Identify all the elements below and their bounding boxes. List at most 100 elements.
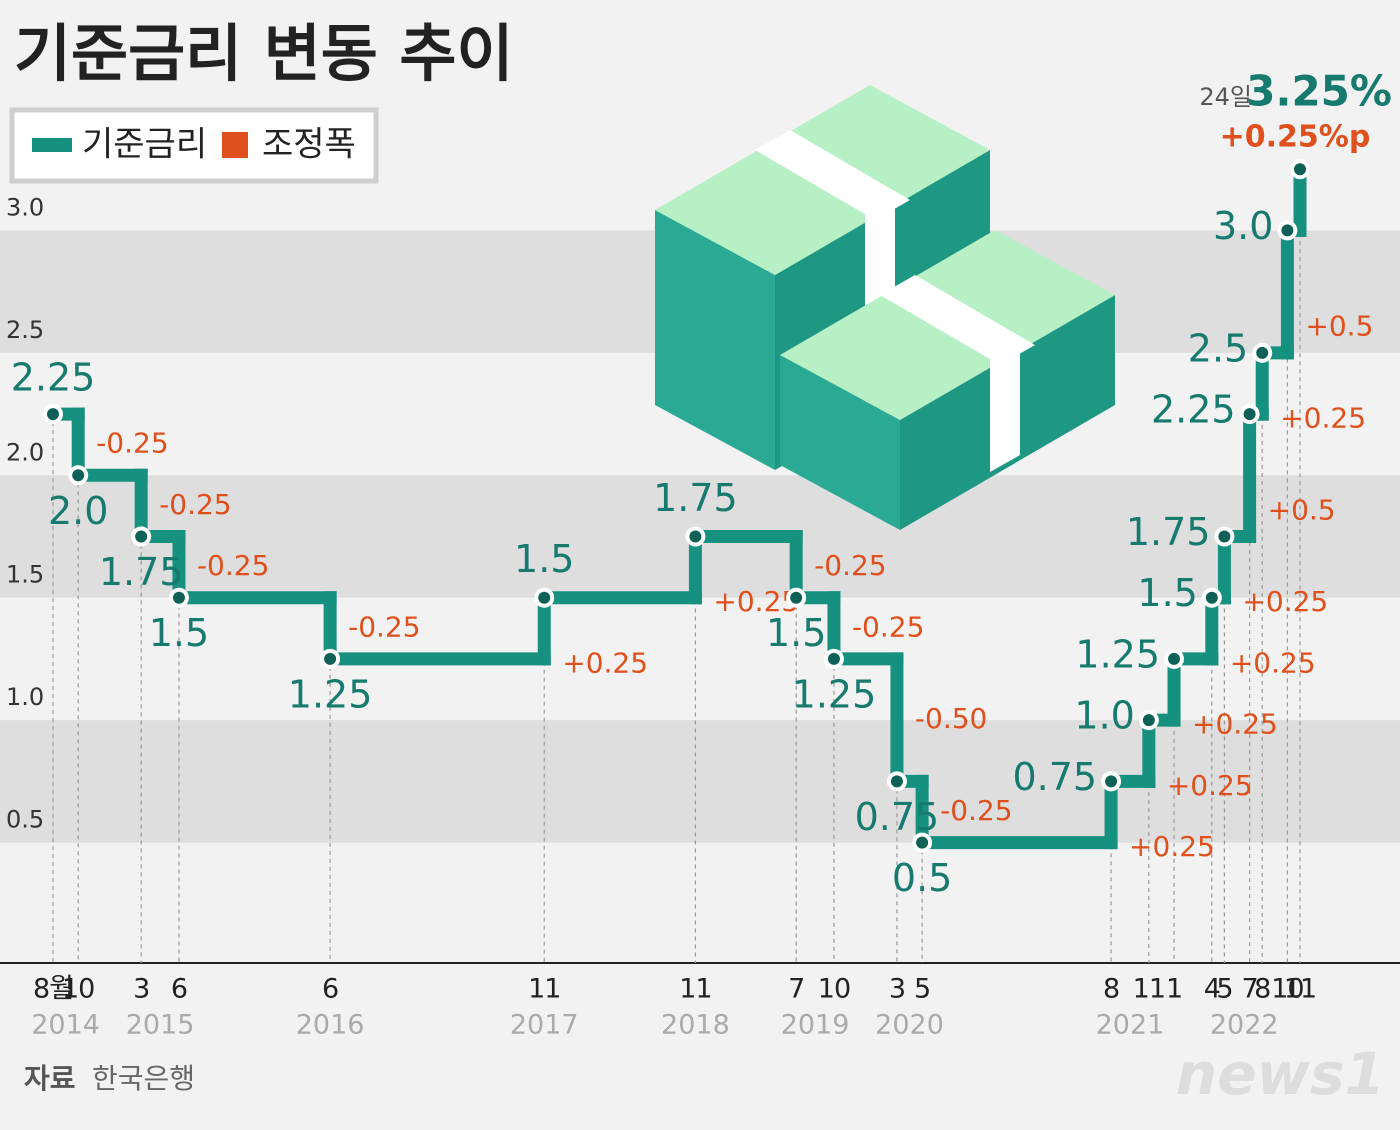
grid-band [0, 720, 1400, 843]
year-label: 2022 [1210, 1010, 1279, 1041]
value-label: 2.25 [1151, 388, 1236, 432]
point [168, 587, 189, 608]
point [534, 587, 555, 608]
legend-swatch [222, 132, 248, 158]
point [68, 465, 89, 486]
y-tick-label: 2.5 [6, 316, 44, 344]
change-label: +0.5 [1268, 493, 1336, 526]
value-label: 2.25 [11, 356, 96, 400]
point [1201, 587, 1222, 608]
value-label: 3.0 [1213, 204, 1273, 248]
x-tick-label: 11 [528, 974, 560, 1005]
point [1138, 710, 1159, 731]
value-label: 1.5 [514, 537, 574, 581]
point [1290, 159, 1310, 180]
stack-band [990, 343, 1020, 472]
chart-title: 기준금리 변동 추이 [14, 17, 514, 90]
point [43, 404, 63, 425]
year-label: 2016 [296, 1010, 365, 1041]
value-label: 1.5 [766, 611, 826, 655]
change-label: -0.25 [814, 549, 886, 582]
point [912, 832, 933, 853]
year-label: 2019 [781, 1010, 850, 1041]
value-label: 1.25 [288, 672, 373, 716]
point [823, 648, 844, 669]
value-label: 1.75 [99, 550, 184, 594]
y-tick-label: 2.0 [6, 438, 44, 466]
year-label: 2017 [510, 1010, 579, 1041]
x-tick-label: 10 [818, 974, 850, 1005]
x-tick-label: 7 [788, 974, 804, 1005]
point [1214, 526, 1235, 547]
legend-swatch [32, 138, 72, 152]
change-label: -0.25 [197, 549, 269, 582]
x-tick-label: 5 [914, 974, 930, 1005]
value-label: 0.75 [855, 795, 940, 839]
value-label: 1.25 [1075, 632, 1160, 676]
money-illustration [655, 85, 1115, 530]
y-tick-label: 1.5 [6, 561, 44, 589]
source: 한국은행 [92, 1062, 195, 1095]
x-tick-label: 8 [1254, 974, 1270, 1005]
year-label: 2021 [1096, 1010, 1165, 1041]
stack-face [780, 355, 900, 530]
value-label: 2.5 [1188, 326, 1248, 370]
value-label: 1.0 [1074, 694, 1134, 738]
y-tick-label: 3.0 [6, 193, 44, 221]
point [1164, 648, 1185, 669]
point [886, 771, 907, 792]
legend-label: 기준금리 [82, 125, 207, 165]
change-label: +0.25 [713, 585, 799, 618]
year-label: 2018 [661, 1010, 730, 1041]
point [1252, 342, 1273, 363]
x-tick-label: 3 [133, 974, 149, 1005]
change-label: -0.25 [96, 427, 168, 460]
x-tick-label: 11 [1133, 974, 1165, 1005]
source-label: 자료 [24, 1062, 76, 1095]
change-label: +0.25 [562, 646, 648, 679]
x-tick-label: 10 [1271, 974, 1303, 1005]
annotation: 24일 [1199, 83, 1252, 111]
change-label: +0.25 [1230, 646, 1316, 679]
change-label: +0.25 [1167, 769, 1253, 802]
point [1277, 220, 1298, 241]
legend: 기준금리 조정폭 [32, 125, 356, 165]
x-tick-label: 1 [1166, 974, 1182, 1005]
x-tick-label: 5 [1216, 974, 1232, 1005]
change-label: +0.25 [1129, 830, 1215, 863]
x-tick-label: 11 [1284, 974, 1316, 1005]
value-label: 0.75 [1012, 755, 1097, 799]
x-tick-label: 10 [62, 974, 94, 1005]
change-label: -0.25 [852, 610, 924, 643]
x-tick-label: 8월 [33, 974, 73, 1005]
x-tick-label: 11 [679, 974, 711, 1005]
change-label: -0.25 [940, 794, 1012, 827]
x-tick-label: 8 [1103, 974, 1119, 1005]
value-label: 1.5 [1137, 571, 1197, 615]
value-label: 0.5 [892, 856, 952, 900]
value-label: 2.0 [48, 489, 108, 533]
change-label: +0.25%p [1220, 120, 1371, 155]
point [1101, 771, 1122, 792]
change-label: -0.25 [159, 488, 231, 521]
change-label: -0.25 [348, 610, 420, 643]
x-tick-label: 6 [322, 974, 338, 1005]
change-label: +0.25 [1242, 585, 1328, 618]
value-label: 3.25% [1246, 67, 1392, 116]
year-label: 2015 [126, 1010, 195, 1041]
value-label: 1.5 [149, 611, 209, 655]
x-tick-label: 7 [1242, 974, 1258, 1005]
point [786, 587, 807, 608]
point [131, 526, 152, 547]
value-label: 1.75 [653, 476, 738, 520]
stack-face [655, 210, 775, 470]
y-tick-label: 1.0 [6, 683, 44, 711]
change-label: +0.25 [1280, 401, 1366, 434]
year-label: 2014 [31, 1010, 100, 1041]
change-label: +0.25 [1192, 708, 1278, 741]
change-label: +0.5 [1305, 310, 1373, 343]
legend-box [9, 107, 379, 184]
value-label: 1.75 [1126, 510, 1211, 554]
stack-band [755, 130, 910, 220]
